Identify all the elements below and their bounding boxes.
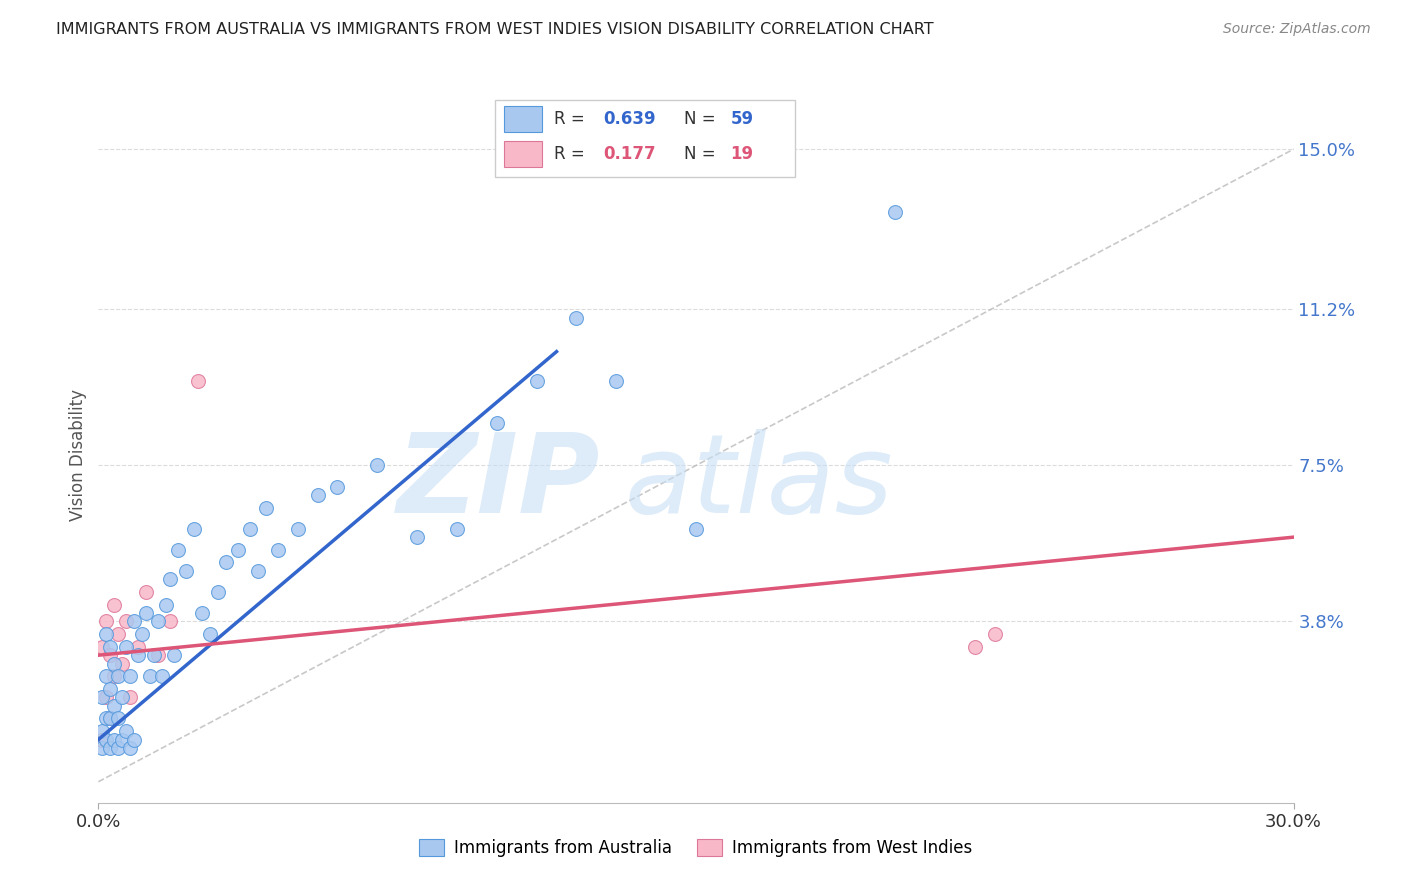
- Point: [124, 615, 146, 629]
- Text: R =: R =: [554, 110, 585, 128]
- Point: [267, 542, 290, 557]
- Point: [287, 522, 309, 536]
- Point: [111, 732, 134, 747]
- Point: [983, 627, 1005, 641]
- Text: 59: 59: [730, 110, 754, 128]
- Point: [98, 711, 122, 725]
- Point: [148, 615, 170, 629]
- Text: N =: N =: [683, 145, 716, 163]
- Point: [685, 522, 707, 536]
- Point: [111, 657, 134, 671]
- Text: atlas: atlas: [624, 429, 893, 536]
- Text: 19: 19: [730, 145, 754, 163]
- Point: [107, 627, 129, 641]
- Point: [226, 542, 249, 557]
- Text: R =: R =: [554, 145, 585, 163]
- Point: [127, 640, 149, 654]
- Point: [103, 598, 125, 612]
- Point: [103, 698, 125, 713]
- Text: ZIP: ZIP: [396, 429, 600, 536]
- Point: [91, 640, 114, 654]
- Point: [254, 500, 277, 515]
- Point: [98, 648, 122, 663]
- Point: [107, 711, 129, 725]
- Point: [143, 648, 166, 663]
- Point: [446, 522, 468, 536]
- Point: [135, 606, 157, 620]
- Point: [167, 542, 190, 557]
- Point: [120, 741, 142, 756]
- Text: 0.639: 0.639: [603, 110, 657, 128]
- Point: [107, 669, 129, 683]
- Point: [91, 732, 114, 747]
- Point: [148, 648, 170, 663]
- Point: [115, 640, 138, 654]
- Bar: [505, 106, 541, 132]
- Point: [963, 640, 986, 654]
- Y-axis label: Vision Disability: Vision Disability: [69, 389, 87, 521]
- Point: [191, 606, 214, 620]
- Point: [326, 479, 349, 493]
- Point: [174, 564, 197, 578]
- Point: [96, 732, 118, 747]
- Point: [150, 669, 173, 683]
- Point: [198, 627, 221, 641]
- Point: [120, 690, 142, 705]
- Point: [159, 615, 181, 629]
- Point: [131, 627, 153, 641]
- Point: [246, 564, 269, 578]
- Point: [111, 690, 134, 705]
- Text: Source: ZipAtlas.com: Source: ZipAtlas.com: [1223, 22, 1371, 37]
- Point: [96, 615, 118, 629]
- Point: [124, 732, 146, 747]
- Point: [103, 657, 125, 671]
- Point: [98, 711, 122, 725]
- Point: [307, 488, 329, 502]
- Point: [605, 374, 627, 388]
- Point: [215, 556, 238, 570]
- Point: [103, 732, 125, 747]
- Point: [96, 627, 118, 641]
- Text: N =: N =: [683, 110, 716, 128]
- Point: [485, 417, 508, 431]
- Point: [91, 741, 114, 756]
- Point: [159, 572, 181, 586]
- Point: [98, 640, 122, 654]
- Point: [139, 669, 162, 683]
- Point: [127, 648, 149, 663]
- Point: [115, 615, 138, 629]
- Point: [115, 724, 138, 739]
- Point: [207, 585, 229, 599]
- Point: [107, 741, 129, 756]
- Text: IMMIGRANTS FROM AUSTRALIA VS IMMIGRANTS FROM WEST INDIES VISION DISABILITY CORRE: IMMIGRANTS FROM AUSTRALIA VS IMMIGRANTS …: [56, 22, 934, 37]
- Point: [91, 690, 114, 705]
- Point: [91, 724, 114, 739]
- Point: [155, 598, 177, 612]
- Point: [163, 648, 186, 663]
- Point: [96, 669, 118, 683]
- Point: [526, 374, 548, 388]
- Point: [884, 205, 907, 219]
- Point: [183, 522, 205, 536]
- Point: [406, 530, 429, 544]
- Point: [239, 522, 262, 536]
- Point: [366, 458, 388, 473]
- FancyBboxPatch shape: [495, 100, 796, 177]
- Point: [135, 585, 157, 599]
- Point: [98, 741, 122, 756]
- Point: [96, 711, 118, 725]
- Point: [98, 681, 122, 696]
- Bar: [505, 142, 541, 167]
- Point: [565, 310, 588, 325]
- Point: [103, 669, 125, 683]
- Legend: Immigrants from Australia, Immigrants from West Indies: Immigrants from Australia, Immigrants fr…: [413, 832, 979, 864]
- Point: [96, 690, 118, 705]
- Text: 0.177: 0.177: [603, 145, 657, 163]
- Point: [120, 669, 142, 683]
- Point: [187, 374, 209, 388]
